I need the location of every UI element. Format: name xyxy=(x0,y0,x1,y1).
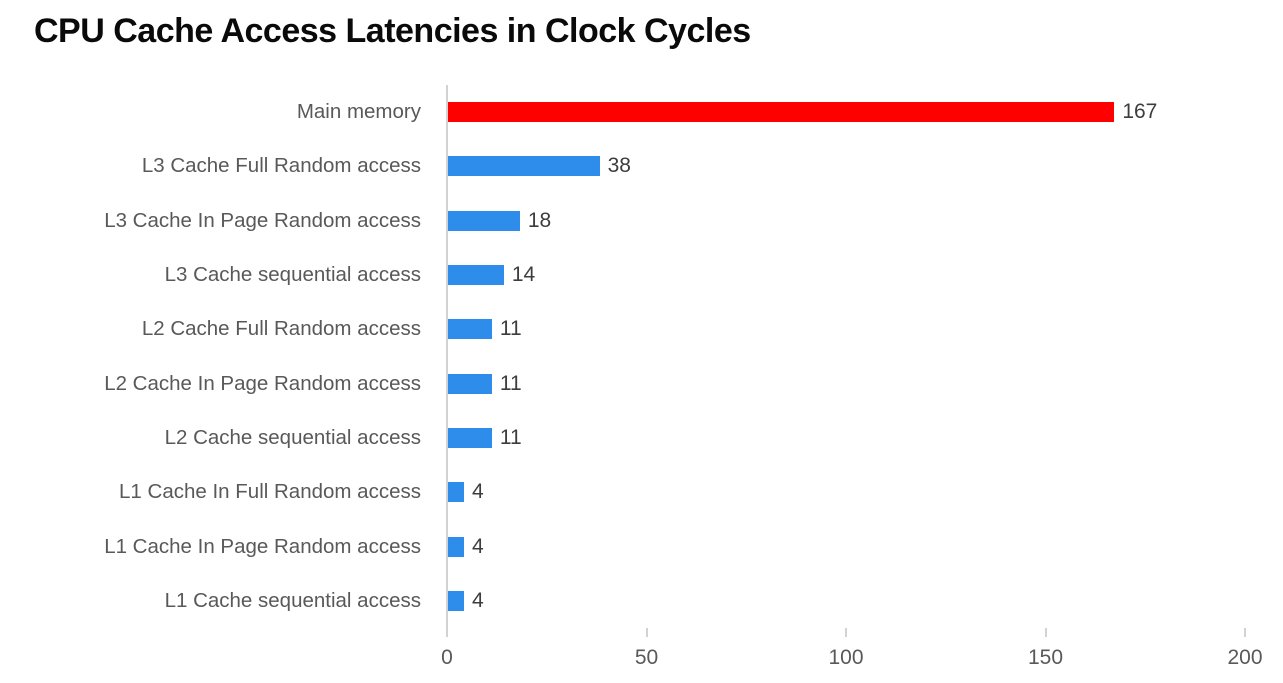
category-label: L2 Cache Full Random access xyxy=(141,317,421,341)
bar xyxy=(448,536,464,557)
category-label: L2 Cache In Page Random access xyxy=(104,371,421,395)
x-axis-tick-label: 100 xyxy=(828,646,864,669)
x-axis-tick xyxy=(1244,628,1246,637)
bar xyxy=(448,102,1115,123)
value-label: 11 xyxy=(499,317,522,341)
bar xyxy=(448,210,520,231)
x-axis-tick xyxy=(1044,628,1047,637)
value-label: 167 xyxy=(1122,100,1158,124)
bar xyxy=(448,373,492,394)
x-axis-tick xyxy=(645,628,648,637)
bar xyxy=(448,319,492,340)
value-label: 14 xyxy=(511,263,536,287)
bar xyxy=(448,265,504,286)
x-axis-tick-label: 50 xyxy=(634,646,659,669)
category-label: L2 Cache sequential access xyxy=(164,425,421,449)
chart-title: CPU Cache Access Latencies in Clock Cycl… xyxy=(34,12,751,50)
category-label: L1 Cache sequential access xyxy=(164,588,421,612)
y-axis-line xyxy=(446,85,448,628)
value-label: 11 xyxy=(499,425,522,449)
bar xyxy=(448,156,600,177)
value-label: 11 xyxy=(499,371,522,395)
value-label: 4 xyxy=(471,480,484,504)
value-label: 4 xyxy=(471,534,484,558)
value-label: 38 xyxy=(607,154,631,178)
category-label: L1 Cache In Page Random access xyxy=(104,534,421,558)
x-axis-tick xyxy=(446,628,448,637)
x-axis-tick xyxy=(845,628,847,637)
value-label: 4 xyxy=(471,588,484,612)
x-axis-tick-label: 200 xyxy=(1227,646,1263,669)
category-label: Main memory xyxy=(296,100,421,124)
bar xyxy=(448,427,492,448)
bar xyxy=(448,482,464,503)
bar xyxy=(448,590,464,611)
category-label: L3 Cache Full Random access xyxy=(141,154,421,178)
x-axis-tick-label: 0 xyxy=(441,646,453,669)
category-label: L3 Cache In Page Random access xyxy=(104,208,421,232)
x-axis-tick-label: 150 xyxy=(1027,646,1064,669)
category-label: L3 Cache sequential access xyxy=(164,263,421,287)
category-label: L1 Cache In Full Random access xyxy=(119,480,421,504)
value-label: 18 xyxy=(527,208,552,232)
